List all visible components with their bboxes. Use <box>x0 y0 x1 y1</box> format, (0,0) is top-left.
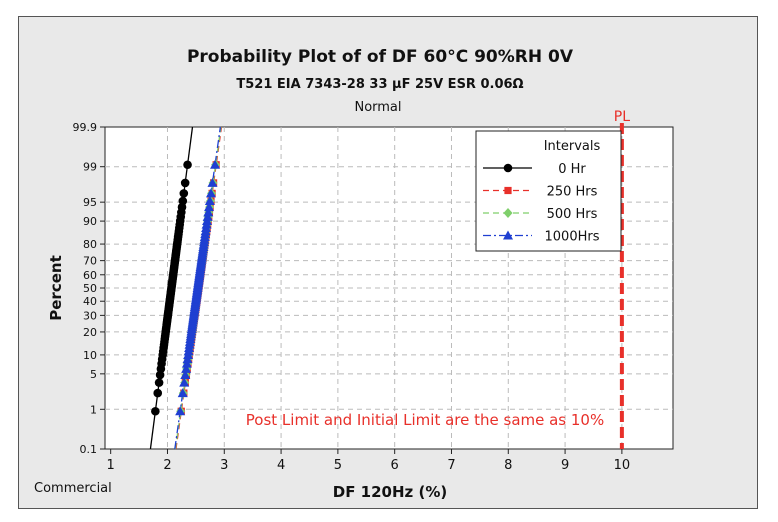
x-tick-label: 3 <box>220 458 228 473</box>
data-point <box>175 406 186 416</box>
data-point <box>180 178 190 188</box>
data-point <box>181 358 192 368</box>
data-point <box>179 377 190 387</box>
x-axis-label: DF 120Hz (%) <box>333 483 447 501</box>
legend-box <box>475 130 622 252</box>
y-tick-label: 40 <box>83 295 97 308</box>
y-tick-label: 70 <box>83 255 97 268</box>
data-point <box>181 363 192 373</box>
data-point <box>205 188 216 198</box>
legend-entry: 250 Hrs <box>547 185 598 200</box>
distribution-label: Normal <box>354 100 401 115</box>
data-point <box>503 163 513 173</box>
y-tick-label: 0.1 <box>80 443 98 456</box>
data-point <box>503 208 513 218</box>
y-tick-label: 30 <box>83 309 97 322</box>
legend-title: Intervals <box>544 139 601 154</box>
chart-title: Probability Plot of of DF 60°C 90%RH 0V <box>187 47 574 67</box>
x-tick-label: 5 <box>334 458 342 473</box>
x-tick-label: 9 <box>561 458 569 473</box>
data-point <box>179 189 189 198</box>
data-point <box>177 388 188 398</box>
legend-entry: 1000Hrs <box>545 230 600 245</box>
data-point <box>504 186 512 195</box>
reference-line-group: PL <box>614 109 630 449</box>
y-tick-label: 90 <box>83 215 97 228</box>
data-point <box>207 177 218 187</box>
data-point <box>151 406 160 416</box>
data-point <box>202 211 213 221</box>
data-point <box>180 369 191 379</box>
series-1000hrs <box>175 159 221 416</box>
x-tick-label: 8 <box>504 458 512 473</box>
y-tick-label: 60 <box>83 269 97 282</box>
data-point <box>210 159 221 169</box>
x-tick-label: 2 <box>163 458 171 473</box>
y-tick-label: 5 <box>90 368 97 381</box>
y-tick-label: 10 <box>83 349 97 362</box>
y-axis-label: Percent <box>47 255 65 320</box>
y-tick-label: 1 <box>90 403 97 416</box>
legend: Intervals 0 Hr 250 Hrs 500 Hrs 1000Hrs <box>475 130 622 252</box>
legend-entry: 500 Hrs <box>547 207 598 222</box>
x-tick-label: 10 <box>614 458 631 473</box>
reference-line-label: PL <box>614 109 630 125</box>
series-0-hr <box>151 160 192 416</box>
limit-annotation: Post Limit and Initial Limit are the sam… <box>246 411 604 429</box>
data-point <box>203 207 214 217</box>
data-point <box>154 378 164 387</box>
y-tick-label: 99 <box>83 161 97 174</box>
y-tick-label: 20 <box>83 326 97 339</box>
y-tick-label: 99.9 <box>73 121 98 134</box>
data-point <box>153 388 163 398</box>
x-tick-label: 1 <box>107 458 115 473</box>
x-tick-label: 7 <box>447 458 455 473</box>
x-tick-label: 6 <box>391 458 399 473</box>
footer-label: Commercial <box>34 481 112 496</box>
y-tick-label: 95 <box>83 196 97 209</box>
x-tick-label: 4 <box>277 458 285 473</box>
chart-subtitle: T521 EIA 7343-28 33 µF 25V ESR 0.06Ω <box>236 77 523 92</box>
data-point <box>204 196 215 206</box>
y-tick-label: 80 <box>83 238 97 251</box>
data-point <box>178 196 188 206</box>
y-tick-label: 50 <box>83 282 97 295</box>
data-point <box>204 202 215 212</box>
data-point <box>503 230 513 240</box>
data-point <box>183 160 192 170</box>
legend-entry: 0 Hr <box>558 162 586 177</box>
data-points <box>151 159 221 417</box>
